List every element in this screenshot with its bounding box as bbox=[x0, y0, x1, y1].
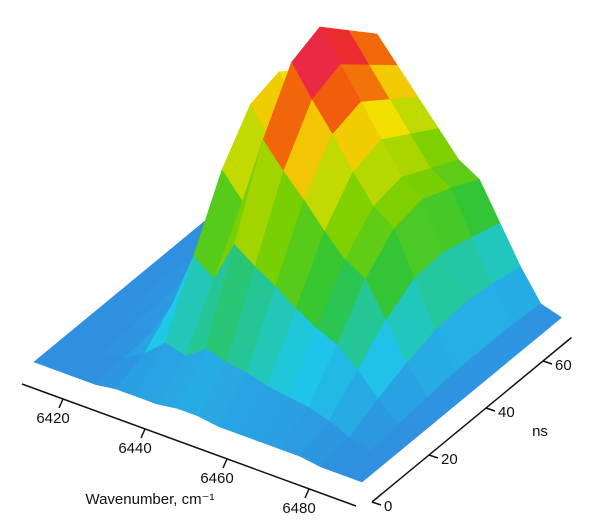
y-tick bbox=[485, 407, 496, 412]
x-tick-label: 6480 bbox=[282, 500, 315, 517]
x-axis-label: Wavenumber, cm⁻¹ bbox=[85, 491, 214, 508]
y-tick-label: 60 bbox=[555, 357, 572, 374]
x-tick bbox=[304, 488, 310, 499]
x-tick bbox=[58, 398, 64, 409]
x-tick bbox=[222, 458, 228, 469]
y-tick bbox=[371, 501, 382, 506]
y-axis bbox=[371, 336, 572, 503]
axes: 6420 6440 6460 6480 0 20 40 60 bbox=[21, 336, 572, 517]
surface bbox=[33, 26, 562, 483]
x-axis bbox=[21, 383, 357, 507]
y-tick-label: 20 bbox=[441, 451, 458, 468]
x-tick bbox=[140, 428, 146, 439]
x-tick-label: 6440 bbox=[118, 440, 151, 457]
y-axis-label: ns bbox=[532, 423, 548, 440]
x-tick-label: 6420 bbox=[36, 410, 69, 427]
x-tick-label: 6460 bbox=[200, 470, 233, 487]
y-tick bbox=[542, 360, 553, 365]
y-tick bbox=[428, 454, 439, 459]
y-tick-label: 40 bbox=[498, 404, 515, 421]
y-tick-label: 0 bbox=[384, 498, 392, 515]
surface-patch bbox=[341, 450, 391, 483]
